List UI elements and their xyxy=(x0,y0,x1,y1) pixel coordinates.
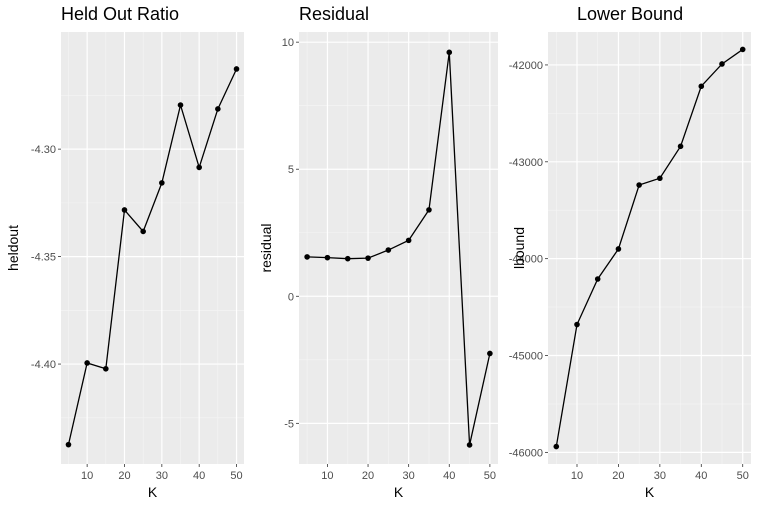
x-tick-label: 50 xyxy=(484,470,496,482)
data-point xyxy=(487,350,493,357)
y-axis-title: residual xyxy=(258,223,274,272)
data-point xyxy=(636,182,642,188)
x-tick-label: 20 xyxy=(612,470,624,482)
panel-background xyxy=(299,32,498,464)
x-tick-label: 30 xyxy=(654,470,666,482)
x-tick-label: 40 xyxy=(193,470,205,482)
data-point xyxy=(103,365,109,372)
x-tick-label: 10 xyxy=(81,470,93,482)
y-tick-label: -42000 xyxy=(509,60,543,72)
y-axis-title: heldout xyxy=(5,225,21,271)
data-point xyxy=(385,247,392,253)
y-tick-label: 10 xyxy=(282,37,294,49)
panel-background xyxy=(61,32,244,464)
x-tick-label: 40 xyxy=(443,470,455,482)
y-tick-label: 0 xyxy=(288,291,294,303)
data-point xyxy=(65,441,72,448)
data-point xyxy=(215,106,221,112)
chart-title: Held Out Ratio xyxy=(61,4,179,24)
x-tick-label: 50 xyxy=(737,470,749,482)
y-tick-label: -46000 xyxy=(509,447,543,459)
data-point xyxy=(466,442,473,448)
y-tick-label: -45000 xyxy=(509,351,543,363)
data-point xyxy=(574,321,580,328)
y-tick-label: -44000 xyxy=(509,254,543,266)
data-point xyxy=(304,254,310,260)
y-axis-title: lbound xyxy=(511,227,527,269)
chart-title: Residual xyxy=(299,4,369,24)
panel-background xyxy=(548,32,751,464)
series-line xyxy=(67,68,238,445)
x-axis-title: K xyxy=(394,484,404,500)
x-tick-label: 40 xyxy=(695,470,707,482)
y-tick-label: -5 xyxy=(284,418,294,430)
data-point xyxy=(426,207,432,213)
x-tick-label: 10 xyxy=(321,470,333,482)
data-point xyxy=(121,207,128,213)
data-point xyxy=(719,61,725,67)
y-tick-label: -43000 xyxy=(509,157,543,169)
x-axis-title: K xyxy=(645,484,655,500)
x-tick-label: 10 xyxy=(571,470,583,482)
data-point xyxy=(553,443,560,450)
y-tick-label: 5 xyxy=(288,164,294,176)
data-point xyxy=(405,237,412,244)
x-axis-title: K xyxy=(148,484,158,500)
data-point xyxy=(233,66,240,72)
data-point xyxy=(344,255,351,262)
data-point xyxy=(324,254,331,261)
chart-panel-3: -46000 -45000 -44000 -43000 -42000 10 20 30 40 50… xyxy=(509,4,751,500)
series-line xyxy=(555,48,744,447)
data-point xyxy=(446,49,453,56)
data-point xyxy=(739,46,746,53)
series-line xyxy=(307,52,491,446)
data-point xyxy=(140,228,146,235)
chart-panel-1: -4.40 -4.35 -4.30 10 20 30 40 50 Held Out Ratio K… xyxy=(5,4,244,500)
data-point xyxy=(177,102,184,108)
y-tick-label: -4.40 xyxy=(31,359,56,371)
data-point xyxy=(677,143,684,150)
x-tick-label: 30 xyxy=(156,470,168,482)
data-point xyxy=(196,164,202,171)
data-point xyxy=(159,180,165,186)
x-tick-label: 20 xyxy=(362,470,374,482)
data-point xyxy=(698,83,705,90)
data-point xyxy=(84,360,90,366)
data-point xyxy=(615,246,622,252)
y-tick-label: -4.30 xyxy=(31,144,56,156)
data-point xyxy=(594,276,601,282)
chart-title: Lower Bound xyxy=(577,4,683,24)
x-tick-label: 20 xyxy=(118,470,130,482)
y-tick-label: -4.35 xyxy=(31,252,56,264)
x-tick-label: 30 xyxy=(403,470,415,482)
data-point xyxy=(657,175,663,182)
data-point xyxy=(365,255,371,261)
x-tick-label: 50 xyxy=(230,470,242,482)
